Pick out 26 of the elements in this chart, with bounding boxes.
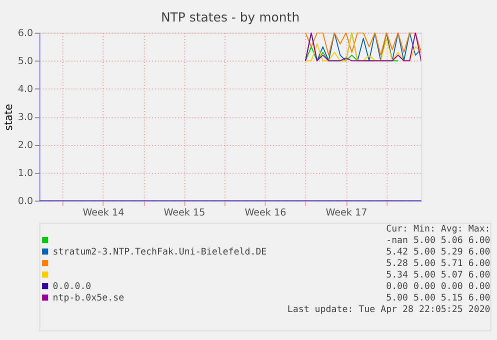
y-tick-label: 4.0 (18, 84, 34, 96)
x-tick-label: Week 14 (82, 208, 124, 219)
legend-label: stratum2-3.NTP.TechFak.Uni-Bielefeld.DE (52, 247, 267, 258)
legend-label: ntp-b.0x5e.se (52, 293, 124, 304)
text: Last update: Tue Apr 28 22:05:25 2020 (287, 305, 490, 315)
y-tick-label: 2.0 (18, 140, 34, 152)
text: 5.34 5.00 5.07 6.00 (386, 270, 490, 280)
text: 5.28 5.00 5.71 6.00 (386, 258, 490, 269)
y-tick-label: 0.0 (18, 196, 34, 208)
text: 5.42 5.00 5.29 6.00 (386, 247, 490, 258)
text: 0.00 0.00 0.00 0.00 (386, 282, 490, 292)
x-tick-label: Week 17 (326, 208, 368, 219)
y-axis-title: state (3, 104, 16, 131)
text: Cur: Min: Avg: Max: (386, 224, 490, 234)
legend-label: 0.0.0.0 (52, 282, 92, 292)
x-tick-label: Week 16 (244, 208, 286, 219)
y-tick-label: 3.0 (18, 112, 34, 124)
y-tick-label: 6.0 (18, 28, 34, 40)
line-series (305, 32, 422, 62)
x-tick-label: Week 15 (164, 208, 206, 219)
y-tick-label: 5.0 (18, 56, 34, 68)
text: 5.00 5.00 5.15 6.00 (386, 293, 490, 304)
text: -nan 5.00 5.06 6.00 (386, 236, 490, 246)
chart-title: NTP states - by month (160, 9, 300, 24)
line-series (305, 32, 422, 56)
y-tick-label: 1.0 (18, 168, 34, 180)
